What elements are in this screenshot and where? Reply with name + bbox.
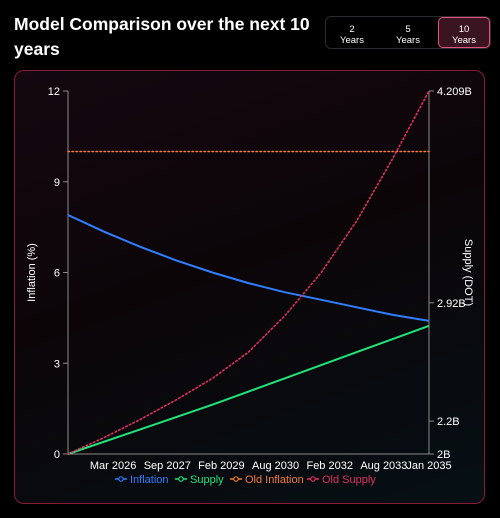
range-10-years-unit: Years xyxy=(452,34,476,46)
x-tick-labels: Mar 2026 Sep 2027 Feb 2029 Aug 2030 Feb 2032… xyxy=(90,460,452,472)
range-5-years-value: 5 xyxy=(405,23,411,35)
left-tick-label: 6 xyxy=(54,268,60,280)
right-tick-labels: 2B 2.2B 2.92B 4.209B xyxy=(429,86,472,461)
legend-swatch-dot xyxy=(233,476,239,482)
legend-swatch-dot xyxy=(310,476,316,482)
left-tick-label: 12 xyxy=(48,86,60,98)
x-tick-label: Aug 2030 xyxy=(252,460,299,472)
model-comparison-chart: 0 3 6 9 12 2B 2.2B 2.92B 4.209B Mar 2026 Sep 202… xyxy=(26,86,474,486)
range-10-years-value: 10 xyxy=(458,23,470,35)
y-axis-label-right: Supply (DOT) xyxy=(462,239,474,306)
range-2-years-value: 2 xyxy=(349,23,355,35)
legend-label: Old Supply xyxy=(322,474,376,486)
legend-swatch-dot xyxy=(178,476,184,482)
chart-legend: Inflation Supply Old Inflation Old Supply xyxy=(115,474,376,486)
series-line-inflation xyxy=(67,214,430,322)
y-axis-label-left: Inflation (%) xyxy=(26,243,38,302)
left-tick-label: 9 xyxy=(54,177,60,189)
x-tick-label: Jan 2035 xyxy=(406,460,451,472)
legend-item-old-inflation[interactable]: Old Inflation xyxy=(230,474,304,486)
series-line-old-supply xyxy=(67,90,430,455)
series-layer xyxy=(67,90,430,455)
page-title: Model Comparison over the next 10 years xyxy=(14,14,310,59)
series-line-supply xyxy=(67,324,430,455)
right-tick-label: 2.92B xyxy=(437,298,466,310)
legend-item-inflation[interactable]: Inflation xyxy=(115,474,169,486)
left-tick-label: 0 xyxy=(54,449,60,461)
axes-layer xyxy=(67,91,430,455)
left-tick-label: 3 xyxy=(54,358,60,370)
legend-swatch-dot xyxy=(118,476,124,482)
range-5-years-button[interactable]: 5 Years xyxy=(382,17,434,48)
range-2-years-button[interactable]: 2 Years xyxy=(326,17,378,48)
range-10-years-button[interactable]: 10 Years xyxy=(438,17,490,48)
x-tick-label: Feb 2029 xyxy=(198,460,244,472)
right-tick-label: 2B xyxy=(437,449,450,461)
time-range-selector: 2 Years 5 Years 10 Years xyxy=(325,16,491,49)
chart-card: 0 3 6 9 12 2B 2.2B 2.92B 4.209B Mar 2026 Sep 202… xyxy=(14,70,485,504)
right-tick-label: 4.209B xyxy=(437,86,472,98)
x-tick-label: Feb 2032 xyxy=(306,460,352,472)
x-tick-label: Aug 2033 xyxy=(360,460,407,472)
legend-label: Old Inflation xyxy=(245,474,304,486)
x-tick-label: Sep 2027 xyxy=(144,460,191,472)
right-tick-label: 2.2B xyxy=(437,416,460,428)
range-5-years-unit: Years xyxy=(396,34,420,46)
legend-item-supply[interactable]: Supply xyxy=(175,474,224,486)
range-2-years-unit: Years xyxy=(340,34,364,46)
left-tick-labels: 0 3 6 9 12 xyxy=(48,86,68,461)
legend-label: Supply xyxy=(190,474,224,486)
legend-item-old-supply[interactable]: Old Supply xyxy=(307,474,376,486)
legend-label: Inflation xyxy=(130,474,169,486)
x-tick-label: Mar 2026 xyxy=(90,460,136,472)
